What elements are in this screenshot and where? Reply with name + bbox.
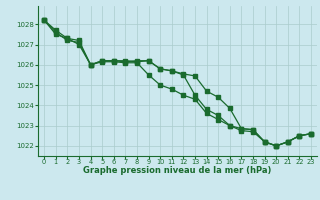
X-axis label: Graphe pression niveau de la mer (hPa): Graphe pression niveau de la mer (hPa) <box>84 166 272 175</box>
